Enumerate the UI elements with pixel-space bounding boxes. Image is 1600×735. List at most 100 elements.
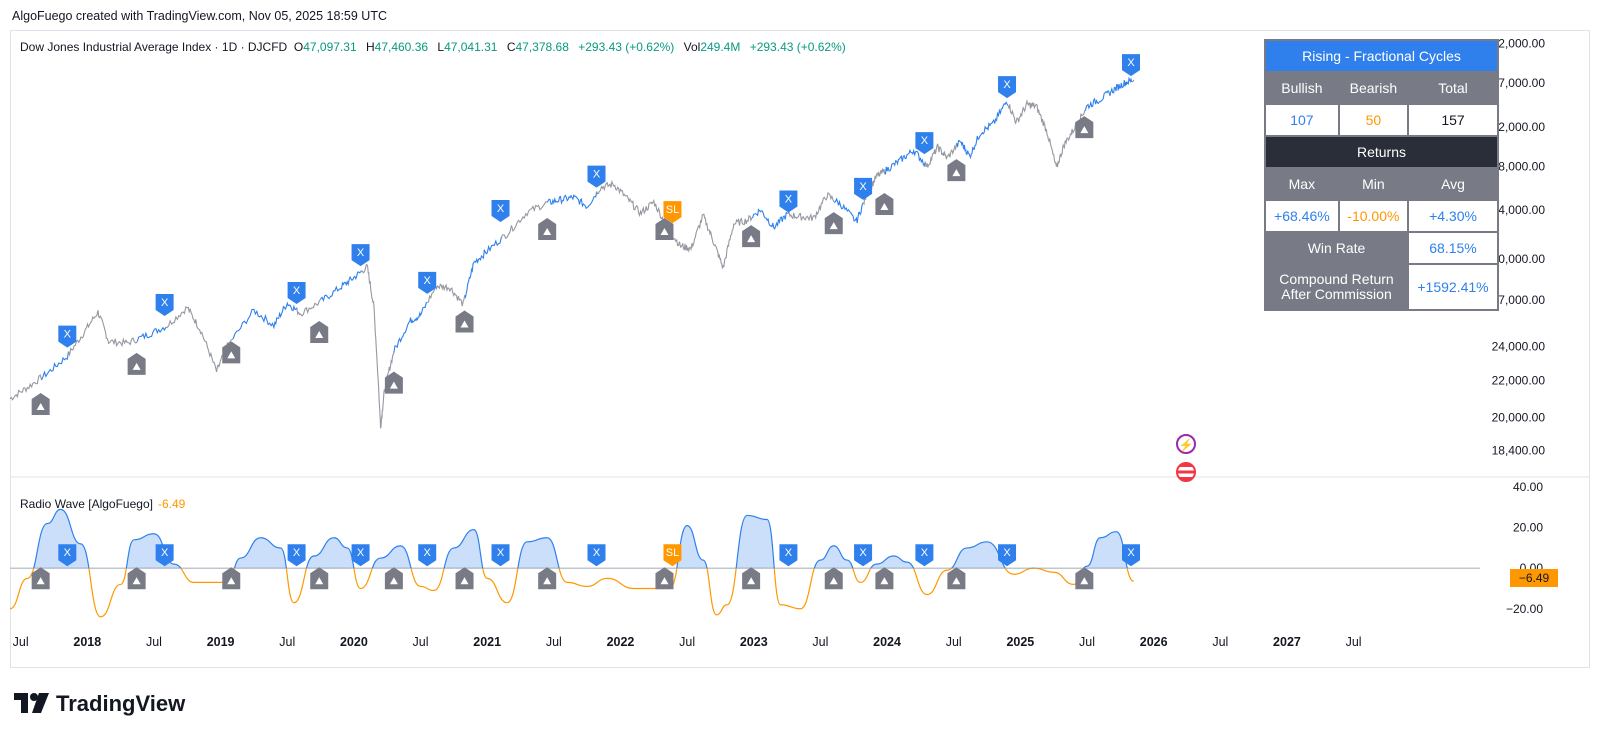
exit-marker: X [1121, 54, 1140, 77]
price-axis-label: 22,000.00 [1492, 373, 1546, 387]
price-line-bearish [788, 191, 835, 222]
grid-layer [10, 476, 1590, 569]
entry-marker-arrow [132, 362, 141, 370]
entry-marker [222, 341, 241, 364]
exit-marker-label: X [497, 203, 505, 215]
exit-marker-shape [779, 190, 798, 213]
entry-marker [127, 567, 146, 590]
exit-marker: X [779, 190, 798, 213]
us-flag-icon[interactable] [1176, 462, 1196, 482]
time-axis-label: 2018 [73, 635, 101, 649]
winrate-label: Win Rate [1264, 231, 1409, 265]
entry-marker [538, 218, 557, 241]
exit-marker-label: X [859, 181, 867, 193]
entry-marker [947, 159, 966, 182]
exit-marker-shape [587, 165, 606, 188]
exit-marker-shape [998, 76, 1017, 99]
exit-marker-shape [915, 544, 934, 567]
legend-open-label: O [293, 40, 304, 54]
entry-marker-arrow [315, 577, 324, 585]
entry-marker-arrow [660, 228, 669, 236]
exit-marker-label: X [293, 285, 301, 297]
price-line-bullish [232, 301, 298, 340]
entry-marker-arrow [829, 222, 838, 230]
exit-marker-shape [155, 293, 174, 316]
exit-marker: X [58, 544, 77, 567]
exit-marker-label: X [161, 297, 169, 309]
exit-marker-label: X [1127, 547, 1135, 559]
exit-marker-shape [351, 244, 370, 267]
exit-marker-label: X [1127, 57, 1135, 69]
bolt-icon[interactable]: ⚡ [1176, 434, 1196, 454]
entry-marker [384, 567, 403, 590]
price-axis-label: 24,000.00 [1492, 339, 1546, 353]
avg-header: Avg [1407, 167, 1499, 201]
exit-marker-shape [854, 177, 873, 200]
time-axis-label: 2022 [607, 635, 635, 649]
entry-marker-arrow [829, 577, 838, 585]
exit-marker-shape [915, 132, 934, 155]
avg-return: +4.30% [1407, 199, 1499, 233]
entry-marker-arrow [1080, 126, 1089, 134]
exit-marker-label: X [357, 547, 365, 559]
price-line-bearish [596, 179, 666, 225]
max-return: +68.46% [1264, 199, 1340, 233]
exit-marker: X [587, 165, 606, 188]
exit-marker-shape [779, 544, 798, 567]
time-axis-label: 2019 [207, 635, 235, 649]
compound-label-line2: After Commission [1281, 286, 1392, 302]
entry-marker-arrow [36, 403, 45, 411]
exit-marker-label: SL [666, 204, 679, 216]
price-line-bearish [501, 201, 548, 240]
oscillator-name[interactable]: Radio Wave [AlgoFuego] [20, 497, 153, 511]
oscillator-axis-label: 40.00 [1513, 480, 1543, 494]
exit-marker: X [915, 132, 934, 155]
oscillator-price-tag: −6.49 [1510, 569, 1558, 587]
entry-marker-arrow [389, 577, 398, 585]
exit-marker-shape [155, 544, 174, 567]
entry-marker [127, 352, 146, 375]
entry-marker-arrow [227, 577, 236, 585]
price-line-bullish [751, 208, 790, 230]
time-axis-label: Jul [1079, 635, 1095, 649]
exit-marker-shape [418, 271, 437, 294]
exit-marker: X [915, 544, 934, 567]
entry-marker [222, 567, 241, 590]
oscillator-axis-label: −20.00 [1506, 602, 1543, 616]
exit-marker: X [998, 76, 1017, 99]
attribution-text: AlgoFuego created with TradingView.com, … [12, 9, 387, 23]
tradingview-logo-icon [14, 693, 49, 713]
tradingview-logo-text: TradingView [56, 691, 186, 716]
exit-marker-label: X [859, 547, 867, 559]
time-axis-label: Jul [279, 635, 295, 649]
total-count: 157 [1407, 103, 1499, 137]
entry-marker-arrow [389, 381, 398, 389]
entry-marker-arrow [315, 331, 324, 339]
price-axis-label: 34,000.00 [1492, 203, 1546, 217]
winrate-value: 68.15% [1407, 231, 1499, 265]
price-axis-label: 20,000.00 [1492, 411, 1546, 425]
entry-marker [947, 567, 966, 590]
price-line-bearish [165, 306, 234, 373]
entry-marker-arrow [747, 235, 756, 243]
exit-marker-shape [418, 544, 437, 567]
exit-marker-shape [587, 544, 606, 567]
time-axis-label: 2025 [1006, 635, 1034, 649]
exit-marker: X [998, 544, 1017, 567]
exit-marker-label: X [1003, 79, 1011, 91]
price-line-bullish [833, 197, 864, 224]
legend-low-label: L [437, 40, 445, 54]
exit-marker-label: X [921, 135, 929, 147]
legend-close: 47,378.68 [515, 40, 569, 54]
entry-marker [655, 218, 674, 241]
compound-label: Compound Return After Commission [1264, 263, 1409, 311]
price-axis-label: 18,400.00 [1492, 443, 1546, 457]
legend-high-label: H [365, 40, 375, 54]
entry-marker-arrow [227, 351, 236, 359]
price-line-bearish [9, 373, 43, 401]
exit-marker-shape [58, 544, 77, 567]
min-return: -10.00% [1337, 199, 1410, 233]
entry-marker [742, 225, 761, 248]
price-line-bearish [67, 310, 138, 357]
